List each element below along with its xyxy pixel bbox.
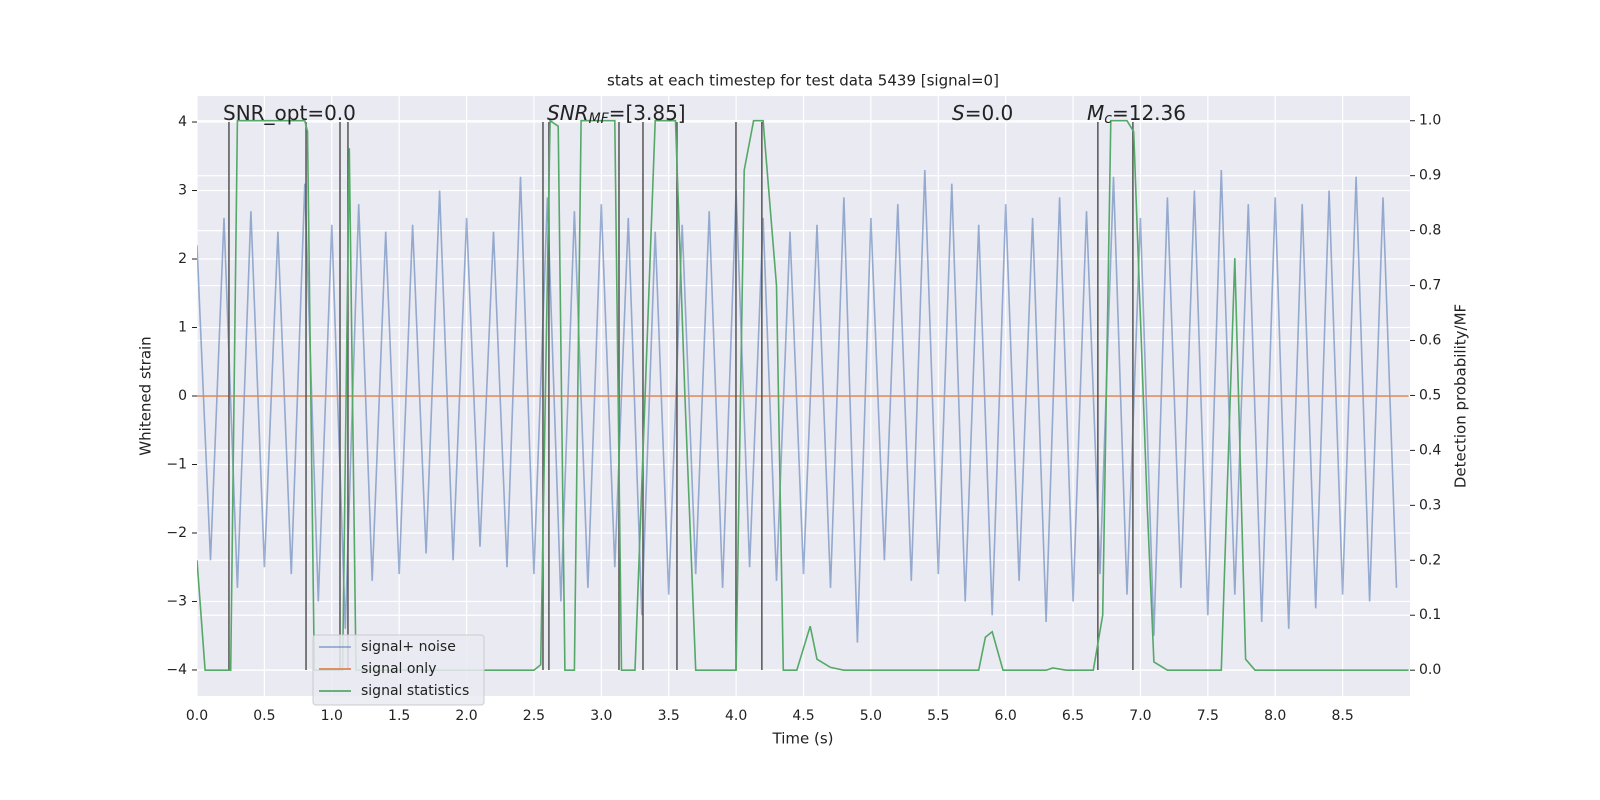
y2-tick-label: 0.7	[1419, 278, 1441, 294]
x-tick-label: 3.0	[590, 708, 612, 724]
legend-label: signal only	[361, 661, 436, 677]
x-tick-label: 1.0	[321, 708, 343, 724]
annotation-main: SNR	[547, 101, 589, 125]
annotation-rest: =12.36	[1112, 101, 1186, 125]
x-tick-label: 4.0	[725, 708, 747, 724]
x-tick-label: 5.0	[860, 708, 882, 724]
legend-label: signal+ noise	[361, 639, 456, 655]
chart-title: stats at each timestep for test data 543…	[607, 72, 999, 90]
y2-tick-label: 0.5	[1419, 387, 1441, 403]
y-tick-label: 4	[178, 114, 187, 130]
annotation: Mc=12.36	[1087, 101, 1186, 128]
annotation-main: M	[1087, 101, 1104, 125]
y2-tick-label: 0.0	[1419, 662, 1441, 678]
annotation-sub: MF	[589, 111, 610, 127]
plot-content	[197, 119, 1409, 671]
x-tick-label: 4.5	[792, 708, 814, 724]
y2-tick-label: 0.3	[1419, 497, 1441, 513]
x-axis-label: Time (s)	[772, 730, 834, 748]
x-tick-label: 2.5	[523, 708, 545, 724]
x-tick-label: 0.0	[186, 708, 208, 724]
legend-label: signal statistics	[361, 683, 469, 699]
y-tick-label: −3	[166, 593, 187, 609]
x-tick-label: 6.0	[995, 708, 1017, 724]
legend-box	[312, 634, 485, 706]
annotation-main: SNR_opt=0.0	[223, 101, 356, 125]
x-tick-label: 2.0	[455, 708, 477, 724]
y-tick-label: 0	[178, 388, 187, 404]
series-line	[197, 169, 1398, 643]
y-tick-label: 1	[178, 320, 187, 336]
y2-axis-label: Detection probability/MF	[1452, 304, 1470, 488]
x-tick-label: 1.5	[388, 708, 410, 724]
y-axis-label: Whitened strain	[137, 336, 155, 455]
annotation: SNR_opt=0.0	[223, 101, 356, 125]
x-tick-label: 7.0	[1129, 708, 1151, 724]
y-tick-label: −1	[166, 456, 187, 472]
x-tick-label: 0.5	[253, 708, 275, 724]
y2-tick-label: 0.8	[1419, 223, 1441, 239]
y2-tick-label: 0.9	[1419, 168, 1441, 184]
x-tick-label: 5.5	[927, 708, 949, 724]
annotation-sub: c	[1104, 111, 1112, 127]
x-tick-label: 7.5	[1197, 708, 1219, 724]
y2-tick-label: 0.6	[1419, 333, 1441, 349]
x-tick-label: 8.5	[1331, 708, 1353, 724]
y-tick-label: −2	[166, 525, 187, 541]
annotation: SNRMF=[3.85]	[547, 101, 686, 128]
y2-tick-label: 0.4	[1419, 442, 1441, 458]
x-tick-label: 8.0	[1264, 708, 1286, 724]
y2-tick-label: 1.0	[1419, 113, 1441, 129]
annotation-rest: =0.0	[965, 101, 1014, 125]
annotation: S=0.0	[952, 101, 1013, 125]
y-tick-label: 3	[178, 183, 187, 199]
y-tick-label: 2	[178, 251, 187, 267]
y2-tick-label: 0.2	[1419, 552, 1441, 568]
y2-tick-label: 0.1	[1419, 607, 1441, 623]
annotation-main: S	[952, 101, 965, 125]
y-tick-label: −4	[166, 662, 187, 678]
annotation-rest: =[3.85]	[609, 101, 686, 125]
x-tick-label: 3.5	[658, 708, 680, 724]
x-tick-label: 6.5	[1062, 708, 1084, 724]
